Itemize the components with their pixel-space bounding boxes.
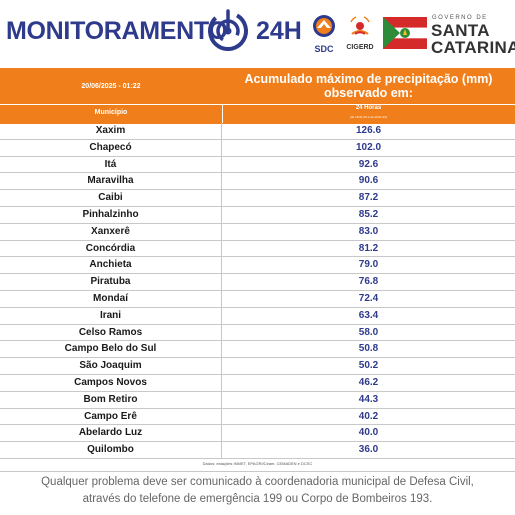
cell-value: 63.4	[358, 309, 379, 321]
table-row: Pinhalzinho 85.2	[0, 206, 515, 224]
table-row: Campo Erê 40.2	[0, 408, 515, 426]
cell-value: 92.6	[358, 158, 379, 170]
table-row: Bom Retiro 44.3	[0, 391, 515, 409]
cell-municipio: Anchieta	[0, 257, 222, 274]
sdc-label: SDC	[314, 44, 334, 54]
cell-municipio: São Joaquim	[0, 358, 222, 374]
cell-municipio: Xaxim	[0, 123, 222, 139]
sdc-logo: SDC	[312, 14, 336, 54]
cell-municipio: Abelardo Luz	[0, 425, 222, 442]
cell-value: 46.2	[358, 376, 379, 388]
column-header-24h-period: (de 19.01.22 a de 20.01.22)	[349, 115, 388, 119]
cell-value: 58.0	[358, 326, 379, 338]
cigerd-label: CIGERD	[346, 44, 374, 51]
cigerd-signal-icon	[350, 16, 370, 35]
cell-municipio: Campo Erê	[0, 408, 222, 425]
cell-municipio: Mondaí	[0, 290, 222, 307]
table-title: Acumulado máximo de precipitação (mm) ob…	[222, 72, 515, 100]
cell-value: 83.0	[358, 225, 379, 237]
cell-value: 87.2	[358, 192, 379, 204]
table-row: Concórdia 81.2	[0, 240, 515, 258]
cell-value: 36.0	[358, 444, 379, 456]
table-row: Piratuba 76.8	[0, 274, 515, 291]
cell-municipio: Xanxerê	[0, 223, 222, 240]
cell-value: 102.0	[355, 141, 382, 153]
table-row: Mondaí 72.4	[0, 290, 515, 308]
cell-value: 50.2	[358, 360, 379, 372]
cell-municipio: Bom Retiro	[0, 391, 222, 408]
cell-municipio: Chapecó	[0, 139, 222, 156]
cell-municipio: Pinhalzinho	[0, 206, 222, 223]
gov-name-line2: CATARINA	[431, 38, 515, 57]
cell-value: 50.8	[358, 343, 379, 355]
cell-value: 40.0	[358, 427, 379, 439]
cell-municipio: Caibi	[0, 190, 222, 206]
table-row: Celso Ramos 58.0	[0, 324, 515, 342]
cell-value: 44.3	[358, 393, 379, 405]
table-row: Anchieta 79.0	[0, 257, 515, 275]
footer-line1: Qualquer problema deve ser comunicado à …	[41, 476, 474, 488]
table-title-bar	[0, 68, 515, 104]
monitor-target-icon	[208, 9, 248, 51]
table-row: Campo Belo do Sul 50.8	[0, 341, 515, 359]
precipitation-table: Xaxim 126.6 Chapecó 102.0 Itá 92.6 Maravilh…	[0, 123, 515, 459]
report-date: 20/06/2025 - 01:22	[81, 83, 141, 90]
gov-name: SANTA CATARINA	[431, 22, 515, 56]
cigerd-logo: CIGERD	[342, 14, 378, 51]
cell-value: 85.2	[358, 208, 379, 220]
table-title-line1: Acumulado máximo de precipitação (mm)	[244, 72, 493, 86]
cell-value: 81.2	[358, 242, 379, 254]
table-row: Chapecó 102.0	[0, 139, 515, 157]
table-row: Xaxim 126.6	[0, 123, 515, 140]
cell-municipio: Quilombo	[0, 442, 222, 458]
cell-municipio: Campos Novos	[0, 374, 222, 391]
table-row: Caibi 87.2	[0, 190, 515, 207]
column-header-bar	[0, 104, 515, 124]
gov-small-text: GOVERNO DE	[432, 15, 488, 21]
gov-name-line1: SANTA	[431, 21, 490, 40]
data-source-note: Dados: estações INMET, EPAGRI/Ciram, CEM…	[202, 461, 313, 466]
cell-municipio: Celso Ramos	[0, 324, 222, 341]
column-header-municipio: Município	[94, 109, 128, 116]
cell-value: 40.2	[358, 410, 379, 422]
brand-title: MONITORAMENTO	[6, 17, 228, 45]
santa-catarina-flag-icon	[383, 17, 427, 49]
header: MONITORAMENTO 24H SDC CIGERD GOVERN	[0, 0, 515, 68]
cell-municipio: Piratuba	[0, 274, 222, 290]
table-row: São Joaquim 50.2	[0, 358, 515, 375]
table-row: Irani 63.4	[0, 307, 515, 325]
table-row: Itá 92.6	[0, 156, 515, 174]
brand-24h: 24H	[256, 17, 302, 45]
cell-value: 126.6	[355, 125, 382, 136]
cell-value: 76.8	[358, 276, 379, 288]
cell-municipio: Concórdia	[0, 240, 222, 257]
table-row: Campos Novos 46.2	[0, 374, 515, 392]
cell-municipio: Irani	[0, 307, 222, 324]
footer-notice: Qualquer problema deve ser comunicado à …	[0, 474, 515, 508]
table-title-line2: observado em:	[324, 86, 413, 100]
sdc-emblem-icon	[313, 15, 335, 37]
column-divider	[222, 104, 223, 123]
footer-line2: através do telefone de emergência 199 ou…	[82, 493, 433, 505]
cell-municipio: Itá	[0, 156, 222, 173]
cell-value: 90.6	[358, 175, 379, 187]
column-header-24h: 24 Horas	[355, 105, 382, 111]
cell-value: 79.0	[358, 259, 379, 271]
cell-municipio: Campo Belo do Sul	[0, 341, 222, 358]
table-row: Quilombo 36.0	[0, 442, 515, 459]
cell-value: 72.4	[358, 292, 379, 304]
table-row: Xanxerê 83.0	[0, 223, 515, 241]
source-row	[0, 459, 515, 472]
table-row: Abelardo Luz 40.0	[0, 425, 515, 443]
cell-municipio: Maravilha	[0, 173, 222, 190]
table-row: Maravilha 90.6	[0, 173, 515, 191]
